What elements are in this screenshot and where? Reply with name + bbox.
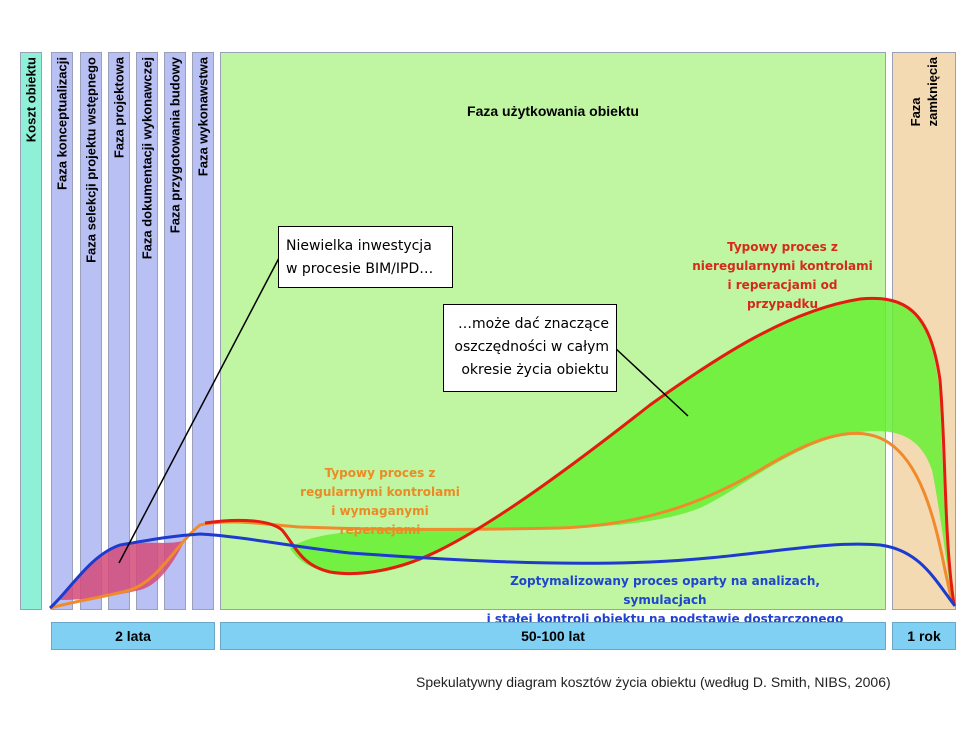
figure-caption: Spekulatywny diagram kosztów życia obiek… bbox=[416, 674, 891, 690]
right-callout-line1: …może dać znaczące bbox=[458, 316, 609, 332]
timeline-closing-duration: 1 rok bbox=[892, 622, 956, 650]
orange-curve bbox=[49, 431, 954, 610]
right-callout: …może dać znaczące oszczędności w całym … bbox=[443, 304, 617, 392]
blue-curve bbox=[48, 532, 957, 610]
red-curve bbox=[204, 296, 956, 605]
timeline-use-duration: 50-100 lat bbox=[220, 622, 886, 650]
phase-column-construction-prep: Faza przygotowania budowy bbox=[164, 52, 186, 610]
right-callout-line3: okresie życia obiektu bbox=[461, 362, 609, 378]
phase-column-construction: Faza wykonawstwa bbox=[192, 52, 214, 610]
red-curve-label: Typowy proces z nieregularnymi kontrolam… bbox=[690, 238, 875, 314]
use-phase-label: Faza użytkowania obiektu bbox=[467, 103, 639, 119]
phase-column-design: Faza projektowa bbox=[108, 52, 130, 610]
savings-area bbox=[290, 298, 952, 600]
investment-area bbox=[60, 540, 185, 600]
orange-curve-label-line2: regularnymi kontrolami bbox=[300, 485, 460, 499]
red-curve-label-line1: Typowy proces z bbox=[727, 240, 838, 254]
phase-column-documentation: Faza dokumentacji wykonawczej bbox=[136, 52, 158, 610]
left-callout-line1: Niewielka inwestycja bbox=[286, 238, 432, 254]
phase-column-conceptualization: Faza konceptualizacji bbox=[51, 52, 73, 610]
red-curve-label-line2: nieregularnymi kontrolami bbox=[692, 259, 873, 273]
cost-axis-column: Koszt obiektu bbox=[20, 52, 42, 610]
left-callout-line2: w procesie BIM/IPD… bbox=[286, 261, 434, 277]
left-callout-pointer bbox=[118, 257, 280, 564]
red-curve-label-line3: i reperacjami od przypadku bbox=[727, 278, 838, 311]
right-callout-pointer bbox=[613, 346, 689, 417]
orange-curve-label: Typowy proces z regularnymi kontrolami i… bbox=[295, 464, 465, 540]
phase-column-preliminary-design: Faza selekcji projektu wstępnego bbox=[80, 52, 102, 610]
right-callout-line2: oszczędności w całym bbox=[454, 339, 609, 355]
orange-curve-label-line1: Typowy proces z bbox=[324, 466, 436, 480]
left-callout: Niewielka inwestycja w procesie BIM/IPD… bbox=[278, 226, 453, 288]
timeline-design-duration: 2 lata bbox=[51, 622, 215, 650]
orange-curve-label-line3: i wymaganymi reperacjami bbox=[331, 504, 429, 537]
blue-curve-label-line1: Zoptymalizowany proces oparty na analiza… bbox=[510, 574, 820, 607]
